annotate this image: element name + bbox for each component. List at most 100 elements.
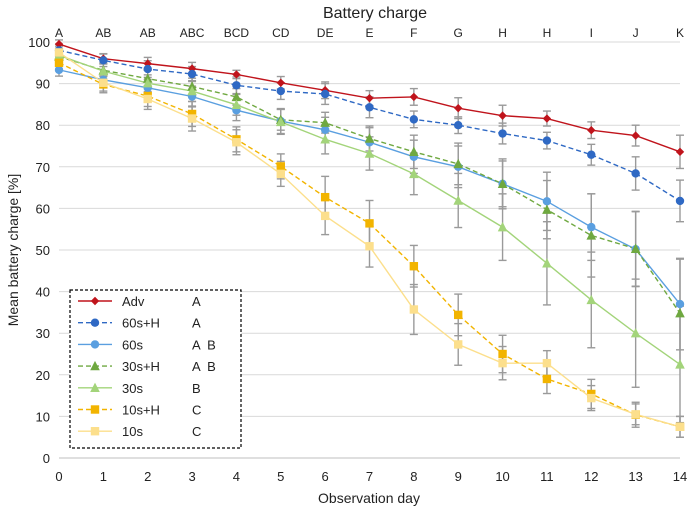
data-point-Adv [587, 125, 596, 135]
chart-title: Battery charge [323, 5, 427, 22]
x-tick-label: 12 [584, 469, 598, 484]
top-letter: H [543, 26, 552, 40]
legend-group: A [192, 294, 201, 309]
data-point-30s+H [630, 243, 641, 253]
data-point-60s+H [542, 136, 552, 145]
data-point-60s+H [320, 89, 330, 99]
data-point-30s [453, 195, 464, 205]
data-point-10s [99, 78, 108, 87]
data-point-10s [454, 340, 463, 349]
top-letter: F [410, 26, 417, 40]
data-point-Adv [365, 93, 374, 103]
data-point-60s [54, 65, 64, 75]
data-point-30s [320, 134, 330, 144]
x-tick-label: 3 [188, 469, 195, 484]
data-point-Adv [631, 131, 640, 140]
y-tick-label: 30 [36, 326, 50, 341]
data-point-60s [675, 299, 685, 309]
top-letter: A [55, 26, 63, 40]
legend-label: 60s [122, 337, 143, 352]
legend-marker [90, 427, 100, 436]
data-point-60s+H [631, 169, 640, 178]
data-point-60s+H [143, 64, 152, 74]
data-point-30s+H [320, 117, 330, 127]
data-point-Adv [675, 147, 685, 157]
legend-marker [90, 340, 100, 349]
data-point-Adv [498, 111, 507, 120]
data-point-10s [276, 169, 285, 179]
data-point-10s [409, 305, 419, 314]
y-tick-label: 60 [36, 201, 50, 216]
top-letter: J [633, 26, 639, 40]
top-letter: DE [317, 26, 334, 40]
legend-marker [90, 382, 100, 392]
legend-group: A B [192, 359, 216, 374]
legend-marker [90, 318, 100, 327]
y-tick-label: 90 [36, 77, 50, 92]
data-point-30s [630, 328, 641, 338]
data-point-60s [587, 222, 596, 232]
data-point-Adv [232, 70, 241, 79]
data-point-10s+H [454, 310, 463, 320]
data-point-10s [54, 48, 64, 57]
data-point-30s+H [364, 133, 375, 143]
x-tick-label: 5 [277, 469, 284, 484]
data-point-10s+H [365, 219, 374, 228]
legend-label: Adv [122, 294, 145, 309]
series-line-10s+H [58, 62, 681, 428]
x-tick-label: 0 [55, 469, 62, 484]
data-point-10s+H [320, 192, 330, 202]
data-point-10s+H [542, 374, 552, 384]
data-point-10s+H [498, 349, 507, 359]
x-tick-label: 8 [410, 469, 417, 484]
top-letter: E [365, 26, 373, 40]
top-letter: I [590, 26, 593, 40]
legend-group: A [192, 316, 201, 331]
data-point-10s+H [54, 58, 64, 67]
legend-group: C [192, 403, 201, 418]
legend-group: B [192, 381, 201, 396]
data-point-10s+H [276, 162, 285, 171]
data-point-Adv [542, 114, 552, 123]
x-tick-label: 7 [366, 469, 373, 484]
legend-group: A B [192, 337, 216, 352]
data-point-60s [320, 125, 330, 134]
y-axis-label: Mean battery charge [%] [5, 174, 21, 327]
data-point-30s+H [497, 178, 508, 189]
data-point-30s+H [586, 230, 597, 240]
data-point-30s+H [231, 91, 242, 102]
data-point-Adv [54, 39, 64, 49]
top-letter: ABC [180, 26, 205, 40]
data-point-10s [542, 358, 552, 368]
data-point-30s [497, 221, 508, 232]
data-point-10s+H [187, 109, 197, 119]
top-significance-letters: A AB AB ABC BCD CD DE E F G H H I J K [55, 26, 684, 40]
data-point-10s [232, 138, 241, 147]
top-letter: H [498, 26, 507, 40]
y-tick-label: 50 [36, 243, 50, 258]
data-point-60s+H [409, 115, 419, 124]
top-letter: AB [95, 26, 111, 40]
legend-marker [90, 405, 100, 414]
data-point-30s [187, 85, 197, 96]
data-point-30s+H [675, 308, 685, 318]
top-letter: K [676, 26, 684, 40]
y-tick-label: 80 [36, 118, 50, 133]
data-point-30s [542, 258, 552, 268]
y-tick-label: 0 [43, 451, 50, 466]
x-tick-label: 10 [495, 469, 509, 484]
legend-marker [90, 360, 100, 371]
x-axis-ticks: 0 1 2 3 4 5 6 7 8 9 10 11 12 13 14 [55, 469, 687, 484]
y-tick-label: 70 [36, 160, 50, 175]
data-point-30s+H [409, 146, 419, 157]
data-point-10s+H [409, 262, 419, 271]
data-point-10s [143, 94, 152, 104]
data-point-30s [364, 148, 375, 158]
data-point-60s [542, 197, 552, 206]
legend-marker [90, 296, 100, 306]
x-tick-label: 14 [673, 469, 687, 484]
data-point-30s [675, 359, 685, 369]
x-tick-label: 1 [100, 469, 107, 484]
data-point-10s [631, 410, 640, 419]
